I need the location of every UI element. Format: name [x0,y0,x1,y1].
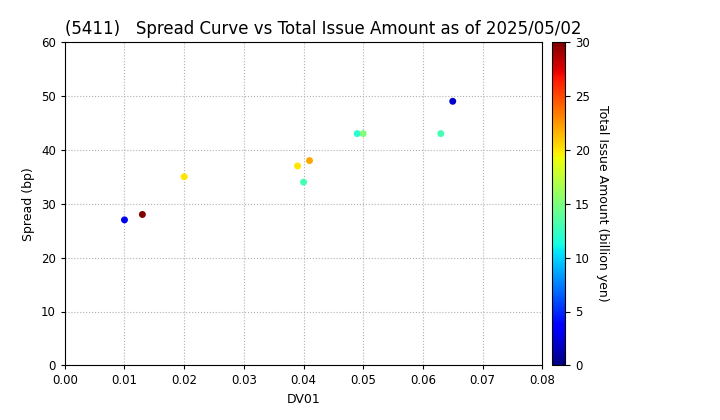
Point [298,179,310,186]
Text: (5411)   Spread Curve vs Total Issue Amount as of 2025/05/02: (5411) Spread Curve vs Total Issue Amoun… [65,20,581,38]
Point [292,163,303,169]
Point [351,130,363,137]
Y-axis label: Spread (bp): Spread (bp) [22,167,35,241]
Point [435,130,446,137]
X-axis label: DV01: DV01 [287,393,320,406]
Point [447,98,459,105]
Point [357,130,369,137]
Y-axis label: Total Issue Amount (billion yen): Total Issue Amount (billion yen) [596,105,609,302]
Point [119,217,130,223]
Point [304,157,315,164]
Point [179,173,190,180]
Point [137,211,148,218]
